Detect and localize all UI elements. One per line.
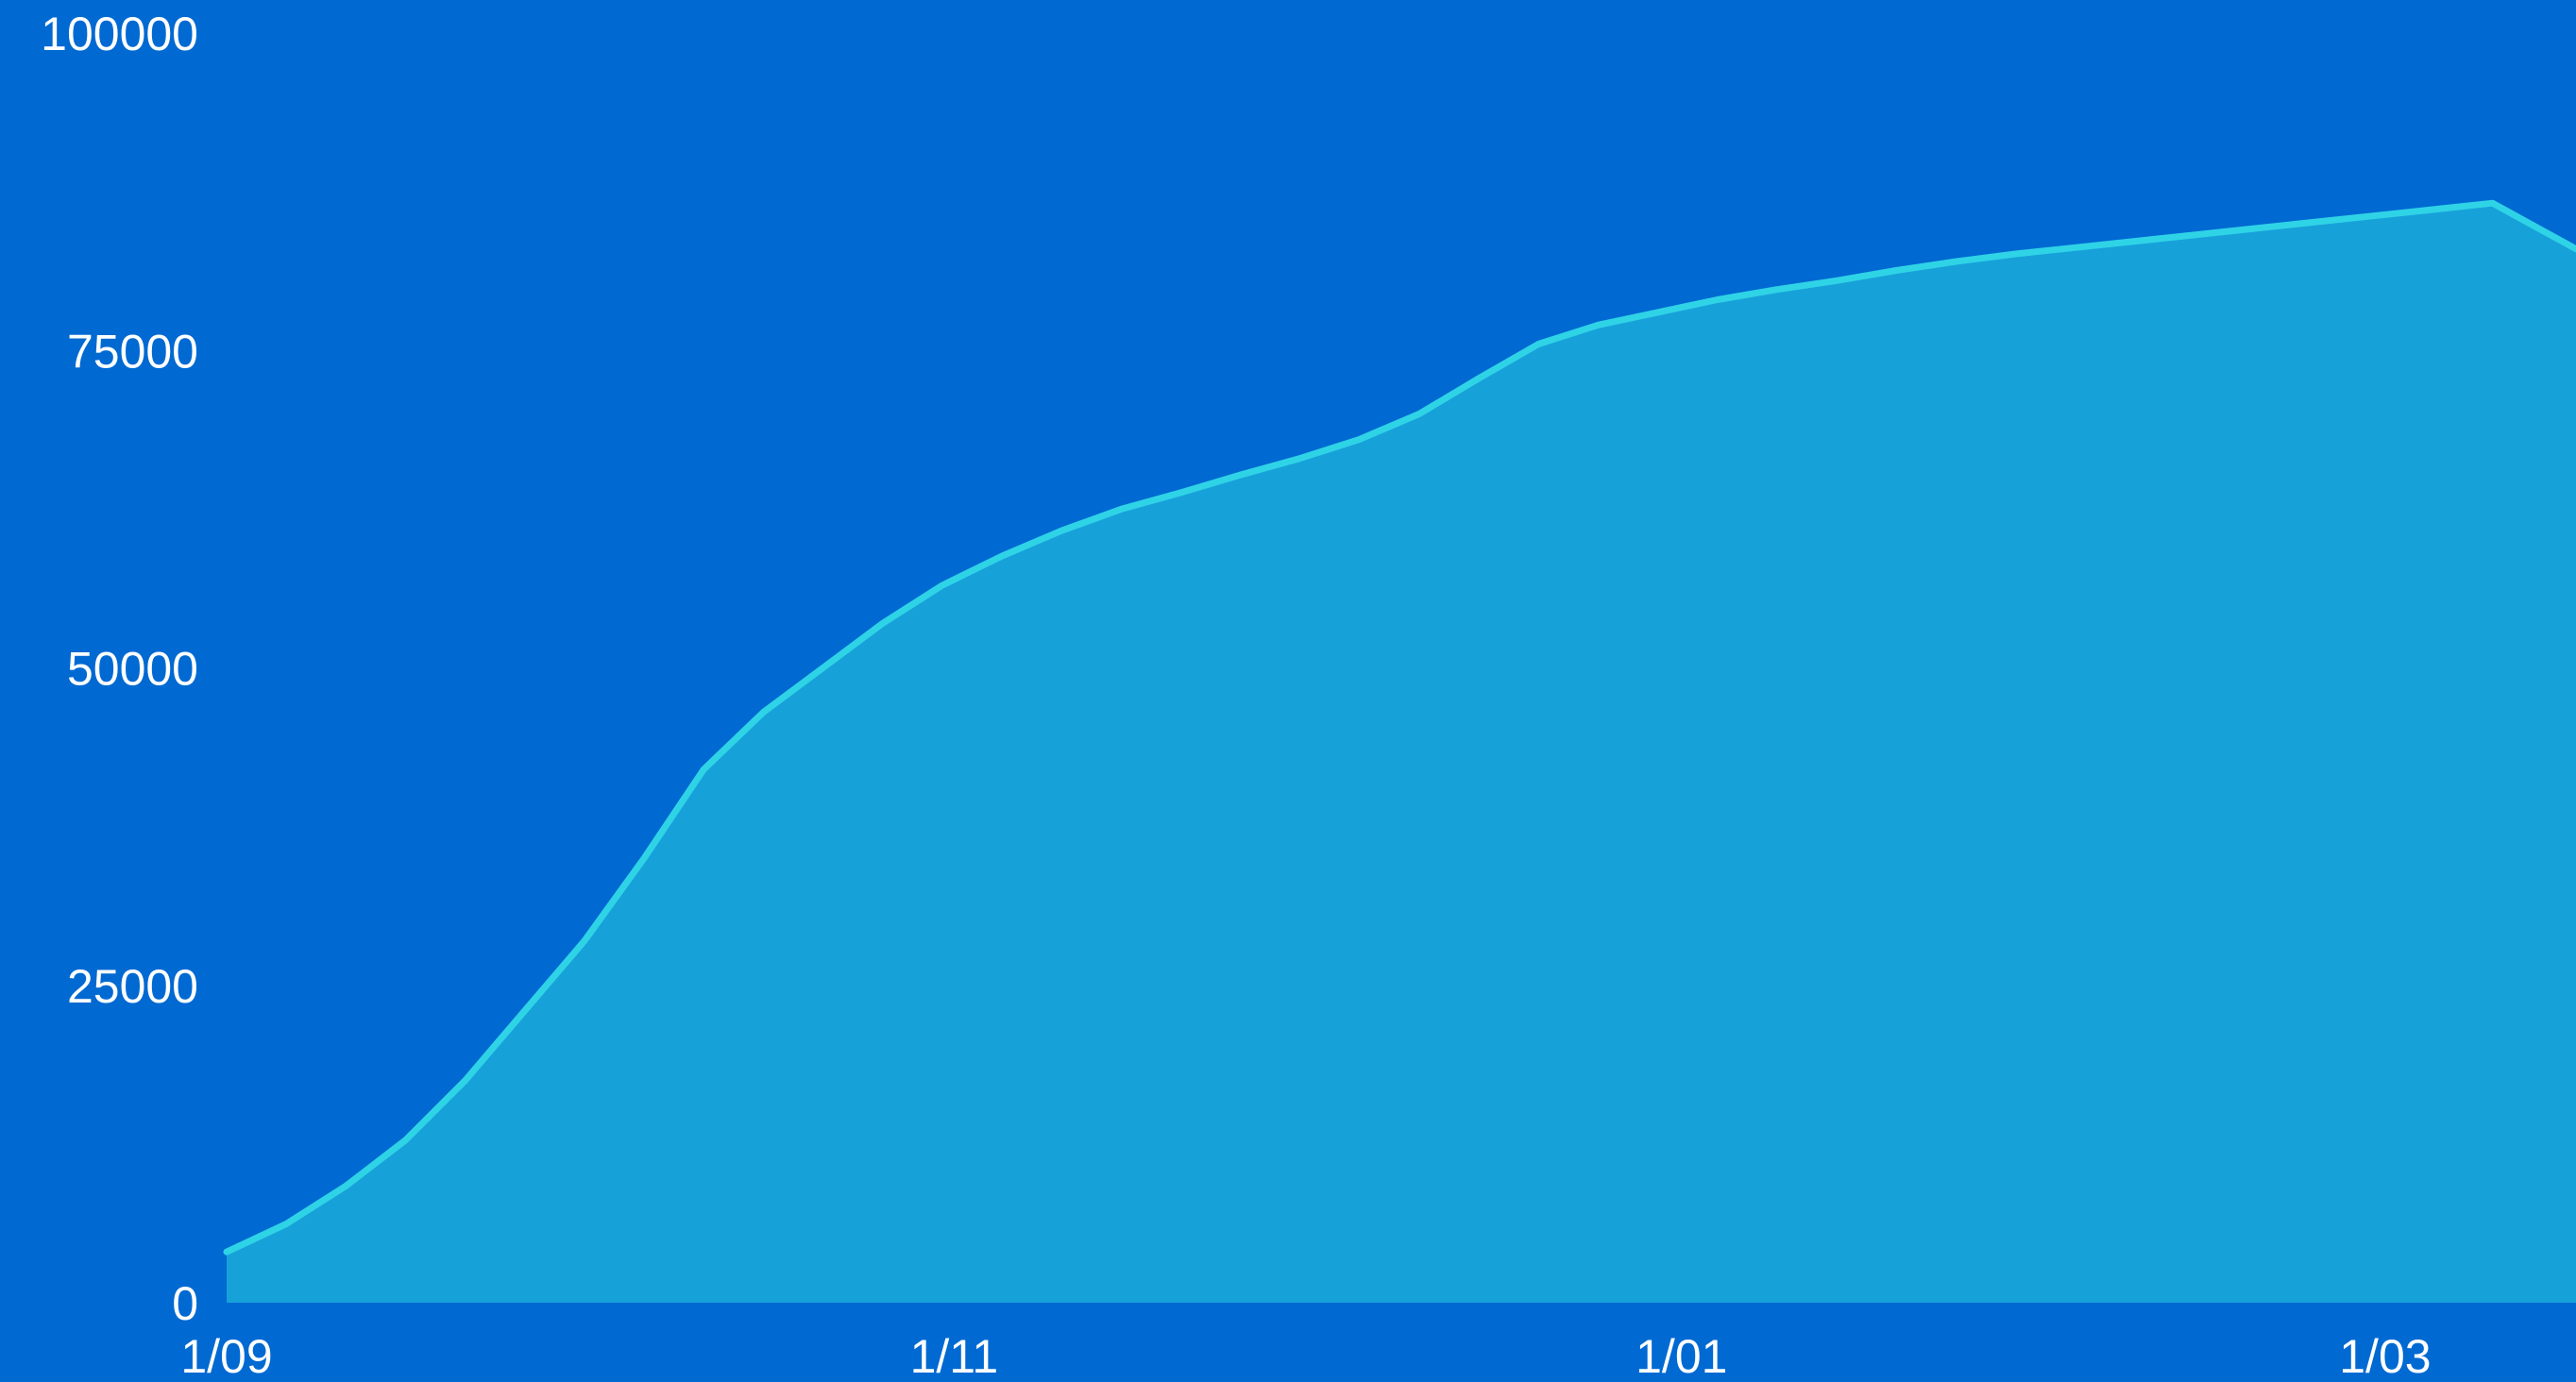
x-tick-label: 1/09 bbox=[180, 1330, 272, 1382]
series-area bbox=[227, 203, 2576, 1304]
x-tick-label: 1/11 bbox=[910, 1330, 999, 1382]
x-tick-label: 1/01 bbox=[1635, 1330, 1727, 1382]
plot-area bbox=[223, 199, 2576, 1304]
series-line bbox=[223, 199, 2576, 1256]
x-tick-label: 1/03 bbox=[2339, 1330, 2431, 1382]
y-tick-label: 25000 bbox=[67, 960, 198, 1013]
y-tick-label: 0 bbox=[172, 1277, 198, 1330]
y-tick-label: 50000 bbox=[67, 643, 198, 696]
y-tick-label: 75000 bbox=[67, 325, 198, 378]
x-axis: 1/09 1/11 1/01 1/03 bbox=[180, 1330, 2431, 1382]
y-tick-label: 100000 bbox=[41, 8, 198, 60]
y-axis: 0 25000 50000 75000 100000 bbox=[41, 8, 198, 1330]
